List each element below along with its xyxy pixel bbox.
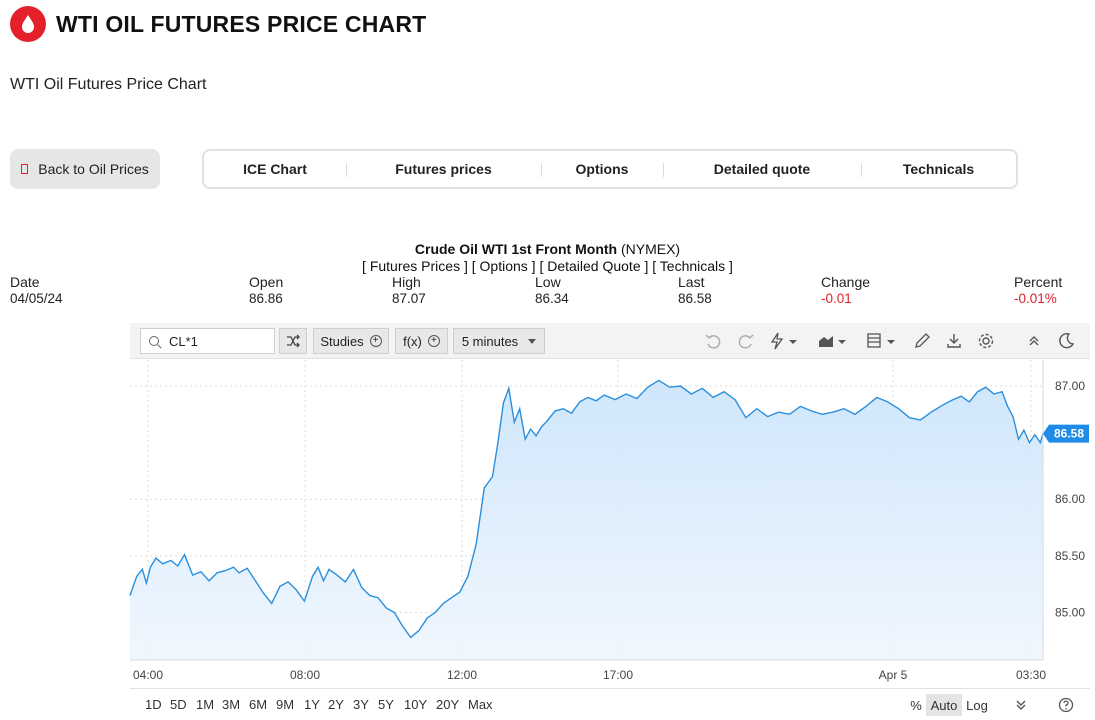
interval-label: 5 minutes (461, 333, 519, 349)
x-tick-label: 03:30 (1016, 668, 1046, 682)
quote-change-label: Change (821, 274, 871, 290)
tab-futures-prices[interactable]: Futures prices (346, 151, 541, 187)
back-to-oil-prices-button[interactable]: Back to Oil Prices (10, 149, 160, 189)
quote-change-value: -0.01 (821, 291, 852, 306)
quote-last: Last 86.58 (678, 274, 712, 306)
shuffle-icon (287, 334, 300, 348)
fx-label: f(x) (403, 333, 422, 349)
last-price-badge-shape (1043, 424, 1089, 443)
quote-last-label: Last (678, 274, 705, 290)
quote-open: Open 86.86 (249, 274, 283, 306)
pencil-icon[interactable] (912, 331, 932, 351)
tab-technicals[interactable]: Technicals (861, 151, 1016, 187)
range-9m[interactable]: 9M (276, 697, 295, 712)
studies-label: Studies (320, 333, 364, 349)
quote-open-value: 86.86 (249, 291, 283, 306)
help-icon[interactable] (1055, 694, 1077, 716)
redo-icon[interactable] (736, 331, 756, 351)
y-tick-label: 86.00 (1055, 492, 1085, 506)
symbol-search-input[interactable]: CL*1 (140, 328, 275, 354)
chart-heading: Crude Oil WTI 1st Front Month (NYMEX) (0, 241, 1095, 257)
range-3m[interactable]: 3M (222, 697, 241, 712)
scale-log[interactable]: Log (966, 697, 988, 713)
tab-ice-chart[interactable]: ICE Chart (243, 161, 307, 177)
tab-detailed-quote[interactable]: Detailed quote (663, 151, 861, 187)
last-price-badge: 86.58 (1043, 424, 1089, 443)
price-line (129, 379, 1044, 639)
quote-high-value: 87.07 (392, 291, 426, 306)
compare-button[interactable] (279, 328, 307, 354)
range-10y[interactable]: 10Y (404, 697, 428, 712)
page-subtitle: WTI Oil Futures Price Chart (10, 76, 207, 93)
layout-icon[interactable] (866, 331, 898, 351)
y-tick-label: 87.00 (1055, 379, 1085, 393)
quote-date: Date 04/05/24 (10, 274, 63, 306)
quote-date-value: 04/05/24 (10, 291, 63, 306)
x-tick-label: 04:00 (133, 668, 163, 682)
quote-percent-value: -0.01% (1014, 291, 1057, 306)
quote-low: Low 86.34 (535, 274, 569, 306)
range-20y[interactable]: 20Y (436, 697, 460, 712)
range-1y[interactable]: 1Y (304, 697, 320, 712)
chart-bottom-bar: 1D 5D 1M 3M 6M 9M 1Y 2Y 3Y 5Y 10Y 20Y Ma… (130, 688, 1090, 720)
search-icon (149, 336, 159, 346)
chart-type-icon[interactable] (817, 331, 849, 351)
scale-percent[interactable]: % (910, 697, 922, 713)
oil-drop-icon (10, 6, 46, 42)
chart-toolbar: CL*1 Studies + f(x) + 5 minutes (130, 323, 1090, 359)
last-price-label: 86.58 (1054, 427, 1084, 441)
page-title: WTI OIL FUTURES PRICE CHART (56, 10, 427, 37)
exchange-name: (NYMEX) (620, 241, 681, 257)
range-2y[interactable]: 2Y (328, 697, 344, 712)
moon-icon[interactable] (1056, 331, 1076, 351)
y-tick-label: 85.00 (1055, 605, 1085, 619)
quote-date-label: Date (10, 274, 40, 290)
quote-low-value: 86.34 (535, 291, 569, 306)
collapse-icon[interactable] (1024, 331, 1044, 351)
quote-high-label: High (392, 274, 421, 290)
add-icon: + (427, 335, 440, 347)
studies-button[interactable]: Studies + (313, 328, 389, 354)
range-1d[interactable]: 1D (145, 697, 162, 712)
chevron-down-icon[interactable] (1010, 694, 1032, 716)
instrument-name: Crude Oil WTI 1st Front Month (414, 241, 618, 257)
y-tick-label: 85.50 (1055, 549, 1085, 563)
range-5d[interactable]: 5D (170, 697, 187, 712)
chart-tabs: ICE Chart Futures prices Options Detaile… (202, 149, 1018, 189)
page-header: WTI OIL FUTURES PRICE CHART (10, 6, 426, 42)
chevron-down-icon (528, 338, 537, 344)
quote-high: High 87.07 (392, 274, 426, 306)
range-5y[interactable]: 5Y (378, 697, 394, 712)
range-6m[interactable]: 6M (249, 697, 268, 712)
quote-low-label: Low (535, 274, 561, 290)
x-tick-label: 12:00 (447, 668, 477, 682)
back-icon (21, 164, 29, 174)
quote-last-value: 86.58 (678, 291, 712, 306)
add-icon: + (369, 335, 382, 347)
x-tick-label: 17:00 (603, 668, 633, 682)
x-tick-label: Apr 5 (879, 668, 908, 682)
gear-icon[interactable] (976, 331, 996, 351)
interval-select[interactable]: 5 minutes (453, 328, 545, 354)
symbol-value: CL*1 (169, 333, 198, 349)
lightning-icon[interactable] (768, 331, 800, 351)
range-1m[interactable]: 1M (196, 697, 215, 712)
price-area (130, 380, 1043, 660)
quote-change: Change -0.01 (821, 274, 870, 306)
fx-button[interactable]: f(x) + (395, 328, 448, 354)
undo-icon[interactable] (703, 331, 723, 351)
chart-links[interactable]: [ Futures Prices ] [ Options ] [ Detaile… (362, 258, 733, 274)
download-icon[interactable] (944, 331, 964, 351)
scale-auto[interactable]: Auto (926, 694, 962, 716)
back-button-label: Back to Oil Prices (38, 161, 149, 177)
quote-percent-label: Percent (1014, 274, 1063, 290)
quote-open-label: Open (249, 274, 284, 290)
x-tick-label: 08:00 (290, 668, 320, 682)
range-3y[interactable]: 3Y (353, 697, 369, 712)
quote-percent: Percent -0.01% (1014, 274, 1062, 306)
range-max[interactable]: Max (468, 697, 493, 712)
tab-options[interactable]: Options (541, 151, 663, 187)
